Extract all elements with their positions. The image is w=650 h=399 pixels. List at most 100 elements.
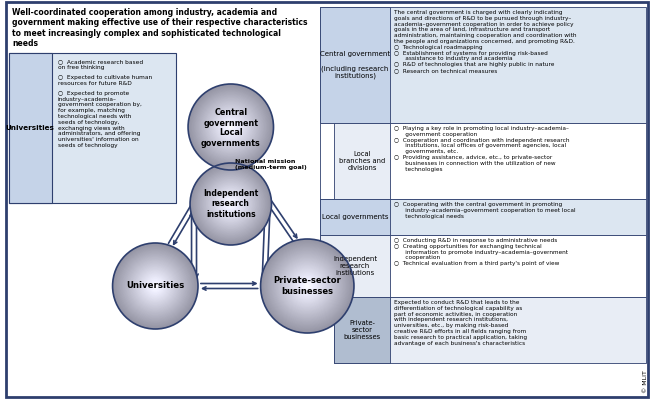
Circle shape — [295, 273, 320, 298]
Text: ○  Expected to promote
industry–academia–
government cooperation by,
for example: ○ Expected to promote industry–academia–… — [58, 91, 142, 148]
Circle shape — [211, 108, 250, 146]
Circle shape — [135, 266, 176, 306]
Circle shape — [307, 285, 308, 287]
Circle shape — [135, 265, 176, 307]
Circle shape — [213, 186, 249, 223]
Circle shape — [142, 273, 168, 299]
Circle shape — [265, 244, 349, 328]
Circle shape — [213, 186, 248, 222]
Circle shape — [188, 84, 274, 170]
Circle shape — [190, 163, 272, 245]
Circle shape — [287, 266, 328, 306]
Circle shape — [223, 119, 239, 135]
Circle shape — [192, 165, 270, 243]
Circle shape — [218, 115, 243, 139]
Circle shape — [270, 249, 344, 324]
Circle shape — [209, 105, 252, 148]
Circle shape — [194, 91, 267, 164]
Circle shape — [227, 201, 234, 207]
Circle shape — [211, 184, 251, 225]
Circle shape — [226, 199, 236, 209]
Circle shape — [207, 180, 255, 228]
Circle shape — [151, 282, 159, 290]
Circle shape — [300, 279, 315, 293]
Circle shape — [266, 245, 348, 328]
Circle shape — [196, 92, 266, 162]
Circle shape — [270, 249, 344, 323]
Circle shape — [202, 98, 260, 156]
Circle shape — [194, 166, 268, 241]
Circle shape — [197, 170, 265, 238]
Circle shape — [221, 194, 240, 213]
Circle shape — [220, 116, 242, 138]
Circle shape — [155, 285, 156, 287]
Circle shape — [300, 278, 315, 294]
Circle shape — [227, 200, 235, 208]
Circle shape — [219, 192, 242, 215]
Circle shape — [206, 102, 255, 152]
Circle shape — [200, 172, 262, 235]
Circle shape — [202, 175, 260, 233]
Circle shape — [191, 164, 270, 244]
Circle shape — [205, 179, 256, 229]
Circle shape — [210, 106, 252, 148]
Circle shape — [194, 167, 267, 241]
Circle shape — [224, 120, 237, 133]
Circle shape — [148, 278, 163, 294]
Circle shape — [207, 103, 255, 151]
FancyBboxPatch shape — [334, 297, 646, 363]
Circle shape — [291, 270, 324, 302]
Circle shape — [129, 260, 181, 312]
Text: The central government is charged with clearly indicating
goals and directions o: The central government is charged with c… — [394, 10, 576, 73]
Circle shape — [201, 174, 261, 234]
Circle shape — [303, 281, 312, 291]
Circle shape — [292, 271, 322, 301]
Circle shape — [211, 107, 251, 147]
Circle shape — [273, 251, 341, 320]
Circle shape — [129, 259, 181, 312]
Circle shape — [214, 188, 247, 220]
Circle shape — [203, 176, 259, 232]
Circle shape — [210, 183, 252, 225]
Circle shape — [151, 282, 159, 290]
Circle shape — [212, 185, 250, 223]
Circle shape — [121, 252, 189, 320]
Circle shape — [216, 113, 245, 141]
Circle shape — [229, 203, 232, 205]
Circle shape — [214, 111, 247, 144]
Circle shape — [215, 188, 246, 220]
Circle shape — [229, 126, 232, 128]
Circle shape — [261, 239, 354, 333]
Circle shape — [153, 283, 158, 289]
Circle shape — [272, 251, 343, 321]
Circle shape — [211, 184, 250, 224]
Circle shape — [274, 252, 341, 320]
Circle shape — [133, 263, 178, 309]
Circle shape — [302, 280, 313, 292]
Circle shape — [144, 275, 166, 297]
Circle shape — [229, 125, 233, 129]
Circle shape — [206, 180, 255, 229]
Circle shape — [285, 263, 330, 309]
Circle shape — [193, 89, 268, 165]
Circle shape — [131, 262, 179, 310]
Circle shape — [216, 112, 246, 142]
Circle shape — [289, 267, 326, 305]
Circle shape — [230, 203, 231, 205]
Circle shape — [224, 197, 237, 211]
Circle shape — [195, 91, 266, 163]
Circle shape — [138, 269, 172, 303]
Circle shape — [278, 256, 337, 316]
Circle shape — [126, 257, 185, 315]
Circle shape — [133, 264, 177, 308]
Circle shape — [153, 284, 157, 288]
Circle shape — [263, 241, 352, 331]
Circle shape — [228, 201, 233, 207]
Circle shape — [204, 177, 257, 231]
Text: Well-coordinated cooperation among industry, academia and
government making effe: Well-coordinated cooperation among indus… — [12, 8, 307, 48]
Circle shape — [266, 245, 348, 327]
Circle shape — [118, 248, 193, 324]
Circle shape — [261, 240, 353, 332]
Circle shape — [124, 254, 187, 318]
Circle shape — [192, 88, 270, 166]
